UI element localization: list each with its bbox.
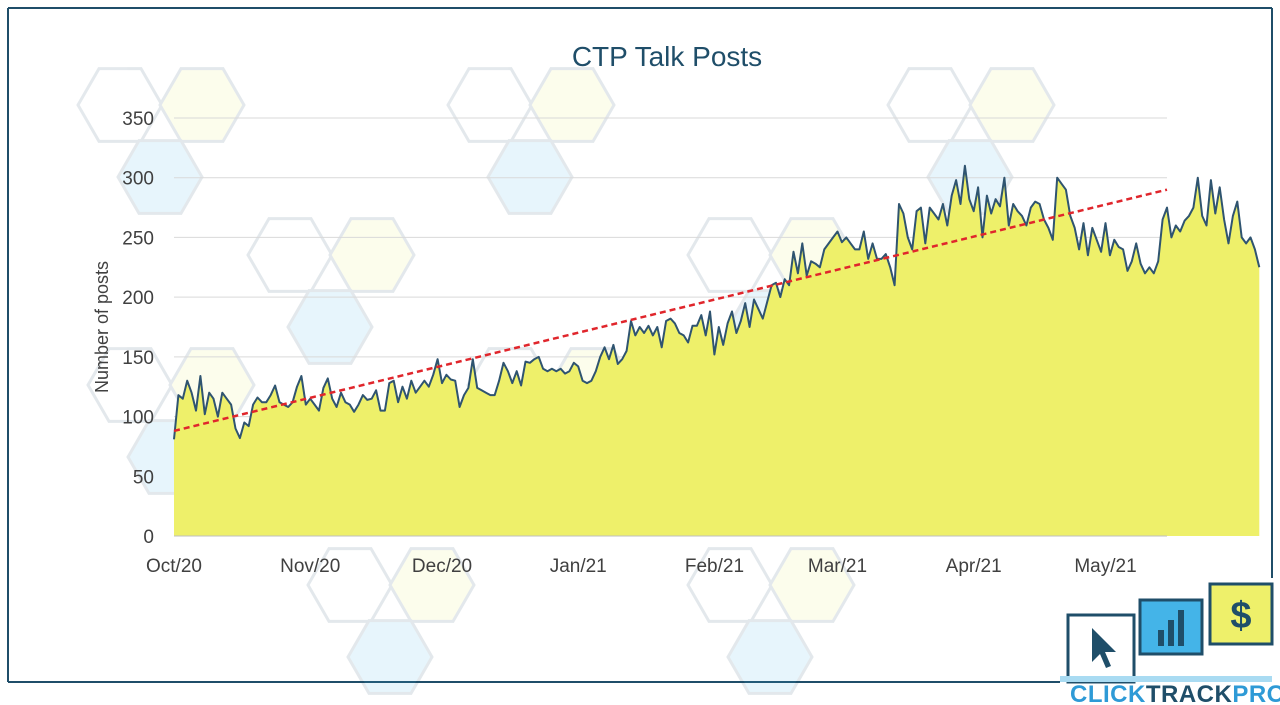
clicktrackprofit-logo: $ CLICKTRACKPROFIT <box>1060 582 1280 705</box>
brand-track: TRACK <box>1146 681 1233 705</box>
y-axis-label: Number of posts <box>92 261 112 393</box>
brand-profit: PROFIT <box>1232 681 1280 705</box>
y-tick-label: 200 <box>122 288 154 309</box>
svg-text:CLICKTRACKPROFIT: CLICKTRACKPROFIT <box>1070 681 1280 705</box>
x-tick-label: Jan/21 <box>550 556 607 577</box>
brand-click: CLICK <box>1070 681 1146 705</box>
y-tick-label: 300 <box>122 169 154 190</box>
y-tick-label: 0 <box>143 527 154 548</box>
plot-area <box>173 164 1261 537</box>
x-tick-label: Mar/21 <box>808 556 867 577</box>
y-tick-label: 350 <box>122 109 154 130</box>
x-tick-label: Apr/21 <box>946 556 1002 577</box>
x-tick-label: Nov/20 <box>280 556 340 577</box>
y-tick-label: 150 <box>122 348 154 369</box>
trend-line <box>173 188 1168 433</box>
y-tick-label: 100 <box>122 408 154 429</box>
axes: 0 50 100 150 200 250 300 350 Oct/20 Nov/20 Dec/20 J… <box>122 109 1167 577</box>
chart-title: CTP Talk Posts <box>572 41 762 72</box>
series-line <box>173 164 1261 440</box>
x-tick-label: Feb/21 <box>685 556 744 577</box>
y-tick-label: 250 <box>122 228 154 249</box>
x-tick-label: May/21 <box>1074 556 1136 577</box>
x-tick-label: Oct/20 <box>146 556 202 577</box>
logo-dollar-box <box>1208 582 1274 646</box>
dollar-icon: $ <box>1230 595 1251 637</box>
x-tick-label: Dec/20 <box>412 556 472 577</box>
area-fill <box>174 165 1260 537</box>
cursor-icon <box>1092 628 1116 668</box>
bar-chart-icon <box>1158 630 1164 646</box>
y-tick-label: 50 <box>133 467 154 488</box>
